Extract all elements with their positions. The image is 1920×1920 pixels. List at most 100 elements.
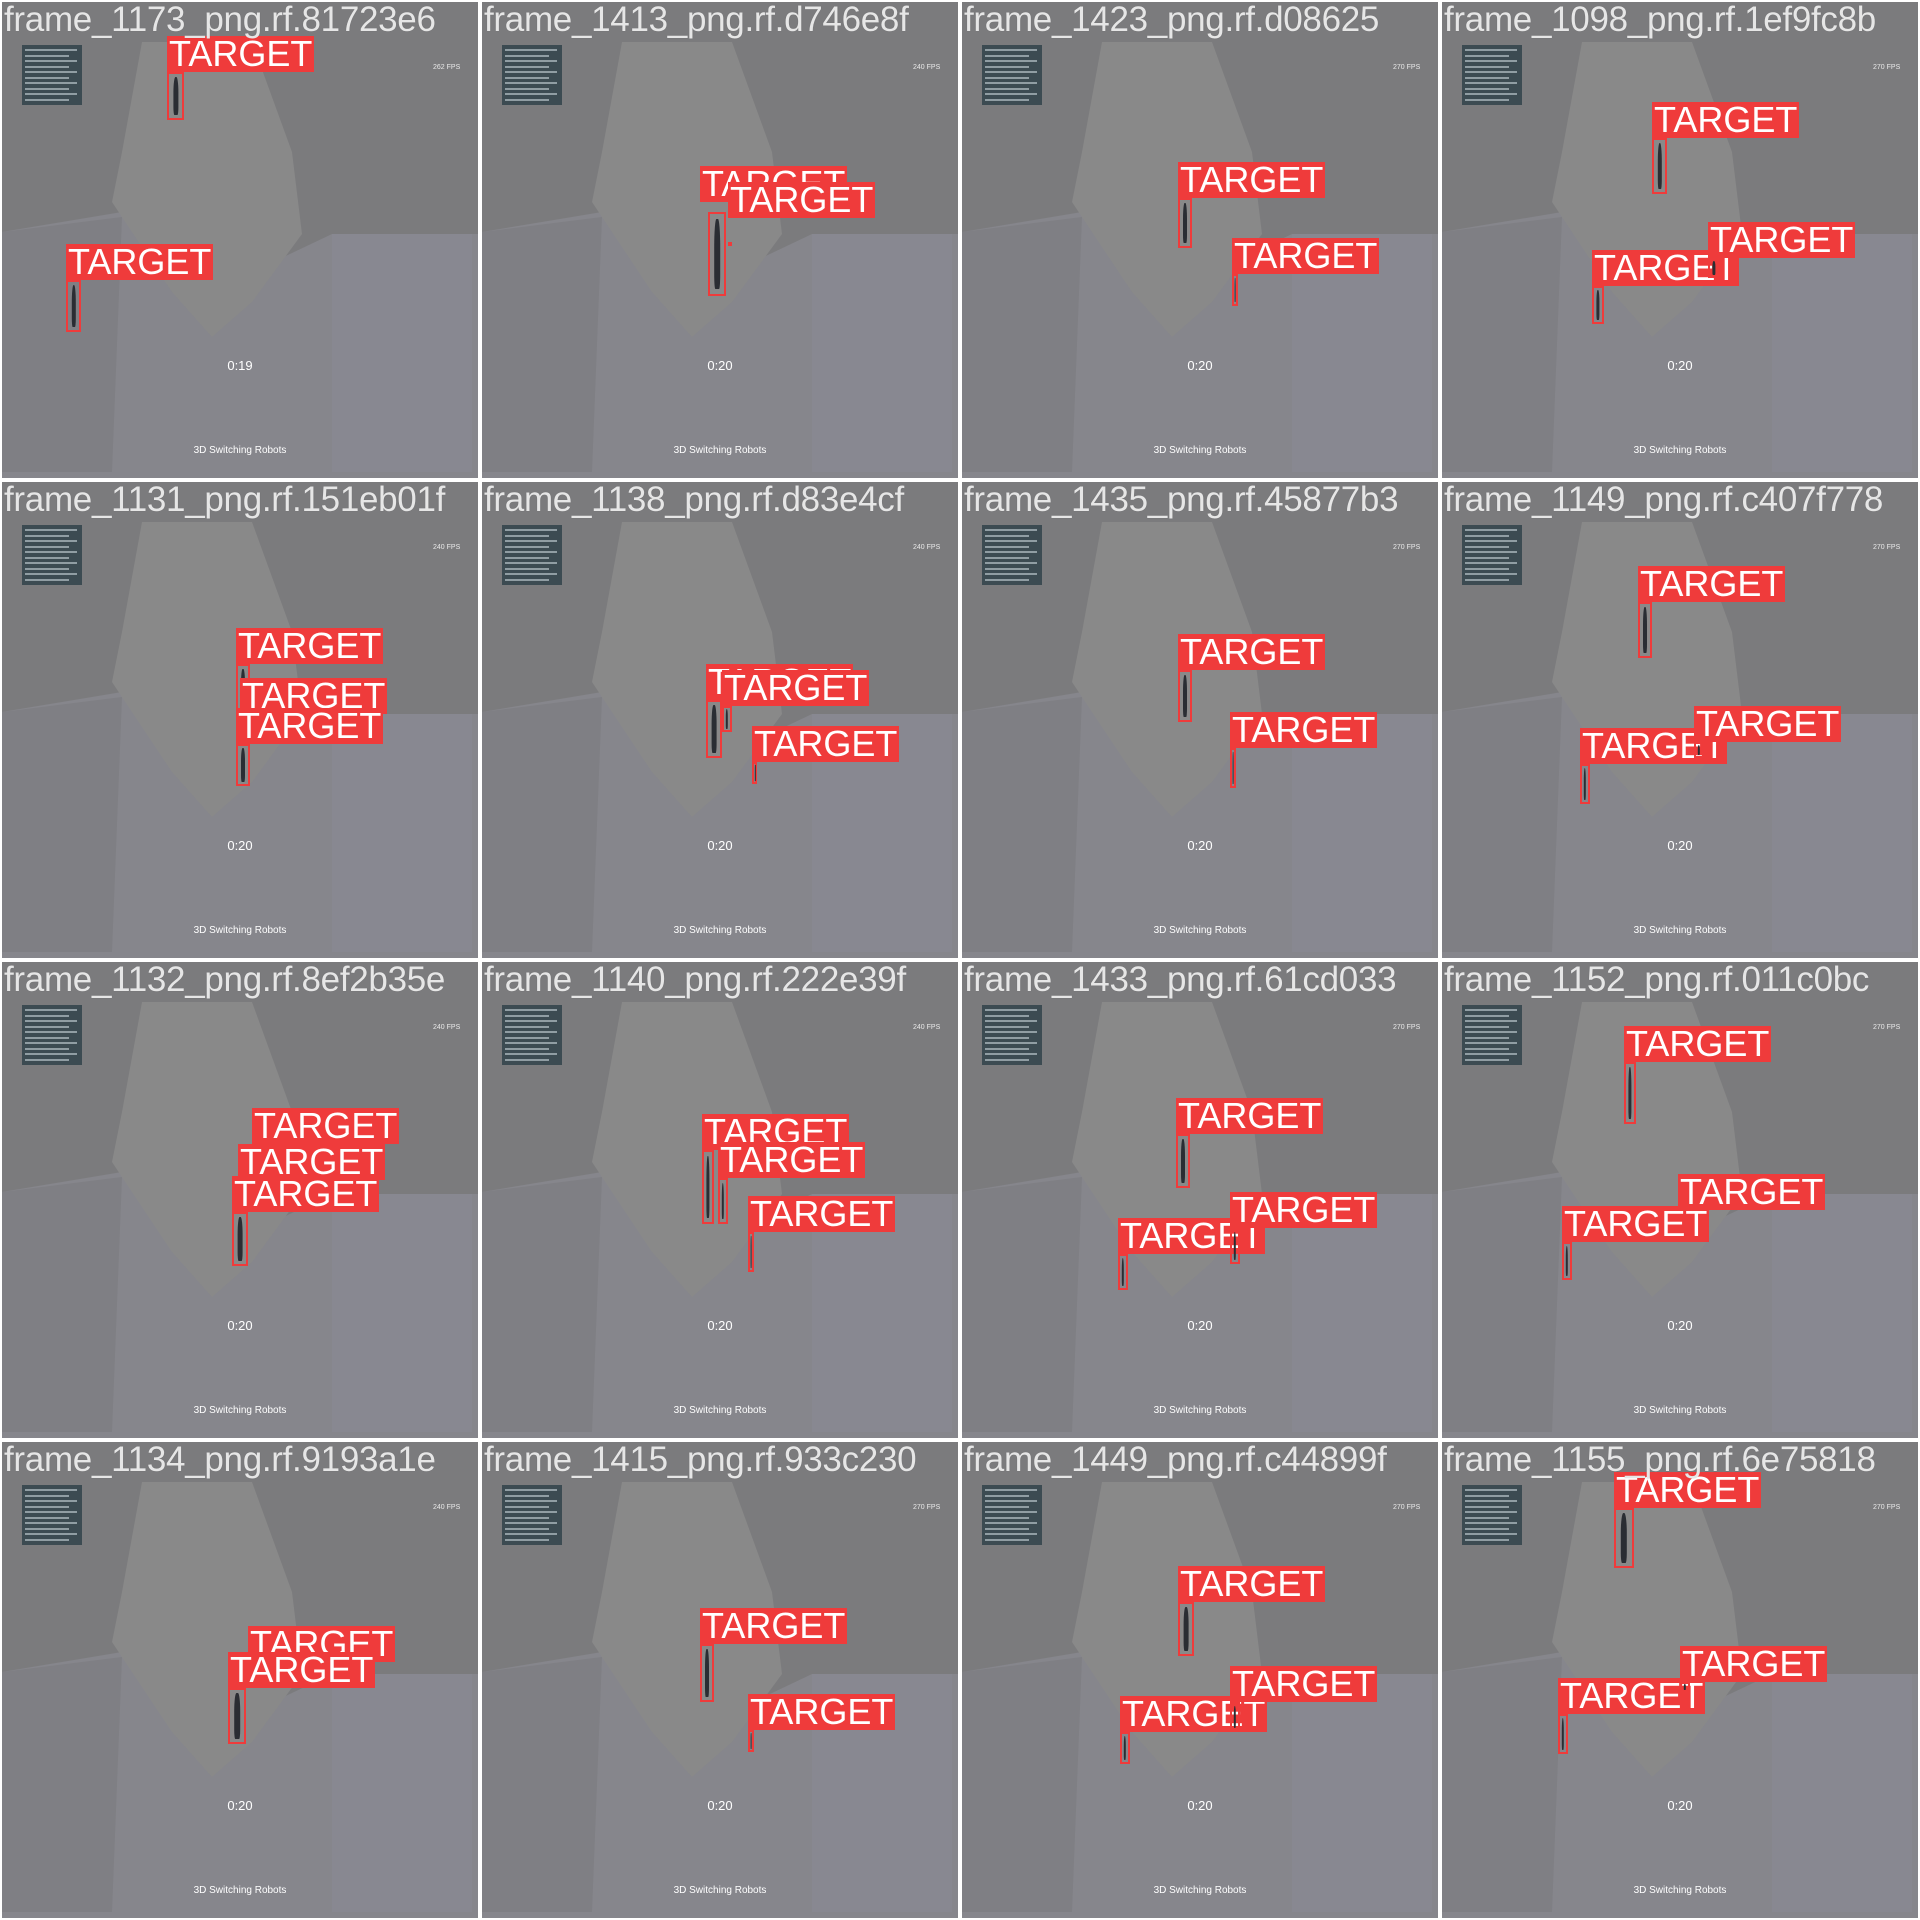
bounding-box (1232, 274, 1238, 306)
round-timer: 0:20 (227, 1318, 253, 1333)
bounding-box (1178, 198, 1192, 248)
stats-row (985, 1511, 1037, 1513)
stats-row (1465, 98, 1509, 101)
scene-surface (812, 714, 952, 952)
stats-row (25, 1036, 69, 1039)
robot-figure (1643, 607, 1647, 653)
stats-panel (22, 1485, 82, 1545)
stats-row (505, 1511, 557, 1513)
task-title: 3D Switching Robots (1153, 1885, 1247, 1896)
robot-figure (1620, 1513, 1628, 1563)
scene-surface (1442, 1657, 1562, 1912)
stats-row (505, 1025, 549, 1028)
frame-tile: 270 FPS 0:20 3D Switching Robots TARGET TARG… (962, 1442, 1438, 1918)
stats-row (25, 545, 69, 548)
fps-counter: 240 FPS (433, 544, 461, 551)
robot-figure (1712, 260, 1716, 276)
detection-label: TARGET (752, 723, 900, 764)
round-timer: 0:20 (1187, 358, 1213, 373)
bounding-box (722, 706, 732, 732)
stats-row (25, 551, 77, 553)
stats-row (505, 54, 549, 57)
stats-row (505, 1020, 557, 1022)
stats-row (25, 1025, 69, 1028)
stats-row (1465, 534, 1509, 537)
stats-row (985, 60, 1037, 62)
stats-panel (1462, 525, 1522, 585)
stats-row (505, 1522, 557, 1524)
stats-row (985, 1020, 1037, 1022)
robot-figure (1234, 277, 1236, 303)
robot-figure (237, 1217, 243, 1261)
robot-figure (1181, 1139, 1185, 1183)
detection-label: TARGET (1230, 709, 1378, 750)
stats-panel (22, 525, 82, 585)
bounding-box (228, 1688, 246, 1744)
scene-surface (112, 1002, 302, 1297)
round-timer: 0:20 (227, 1798, 253, 1813)
stats-row (25, 1042, 77, 1044)
stats-row (505, 60, 557, 62)
frame-filename: frame_1098_png.rf.1ef9fc8b (1444, 2, 1876, 39)
stats-row (985, 567, 1029, 570)
robot-figure (1683, 1684, 1687, 1690)
scene-surface (812, 1674, 952, 1912)
frame-tile: 270 FPS 0:20 3D Switching Robots TARGET TARG… (1442, 482, 1918, 958)
detection-label: TARGET (1624, 1023, 1772, 1064)
robot-figure (1561, 1718, 1565, 1750)
bounding-box (232, 1212, 248, 1266)
robot-figure (71, 284, 76, 328)
stats-row (505, 1009, 557, 1011)
detection-label: TARGET (1178, 159, 1326, 200)
robot-figure (241, 748, 245, 782)
stats-row (1465, 60, 1517, 62)
task-title: 3D Switching Robots (1633, 445, 1727, 456)
scene-surface (2, 1657, 122, 1912)
stats-row (1465, 1522, 1517, 1524)
robot-figure (1232, 752, 1234, 784)
stats-row (985, 87, 1029, 90)
scene-surface (1292, 234, 1432, 472)
robot-figure (1596, 290, 1600, 320)
fps-counter: 270 FPS (1393, 64, 1421, 71)
frame-tile: 270 FPS 0:20 3D Switching Robots TARGET TARG… (1442, 2, 1918, 478)
scene-surface (592, 522, 782, 817)
stats-row (985, 529, 1037, 531)
fps-counter: 270 FPS (1873, 64, 1901, 71)
robot-figure (750, 1236, 752, 1268)
stats-row (985, 1533, 1037, 1535)
bounding-box (1694, 742, 1704, 758)
frame-filename: frame_1152_png.rf.011c0bc (1444, 962, 1870, 999)
scene-surface (332, 714, 472, 952)
stats-row (1465, 567, 1509, 570)
stats-row (25, 98, 69, 101)
stats-row (985, 71, 1037, 73)
round-timer: 0:20 (1187, 1798, 1213, 1813)
stats-row (505, 1047, 549, 1050)
detection-label: TARGET (1230, 1663, 1378, 1704)
frame-filename: frame_1449_png.rf.c44899f (964, 1442, 1387, 1479)
bounding-box (1118, 1254, 1128, 1290)
robot-figure (725, 709, 729, 729)
bounding-box (1624, 1062, 1636, 1124)
stats-panel (1462, 1485, 1522, 1545)
task-title: 3D Switching Robots (1633, 1885, 1727, 1896)
fps-counter: 270 FPS (1393, 544, 1421, 551)
stats-row (1465, 545, 1509, 548)
stats-row (1465, 1036, 1509, 1039)
stats-row (25, 1053, 77, 1055)
scene-background (482, 482, 958, 958)
stats-row (985, 1014, 1029, 1017)
stats-row (1465, 1511, 1517, 1513)
stats-row (25, 87, 69, 90)
stats-row (985, 65, 1029, 68)
stats-row (25, 49, 77, 51)
stats-panel (22, 1005, 82, 1065)
round-timer: 0:20 (227, 838, 253, 853)
scene-surface (1772, 714, 1912, 952)
stats-row (505, 98, 549, 101)
stats-panel (1462, 45, 1522, 105)
detection-label: TARGET (66, 241, 214, 282)
